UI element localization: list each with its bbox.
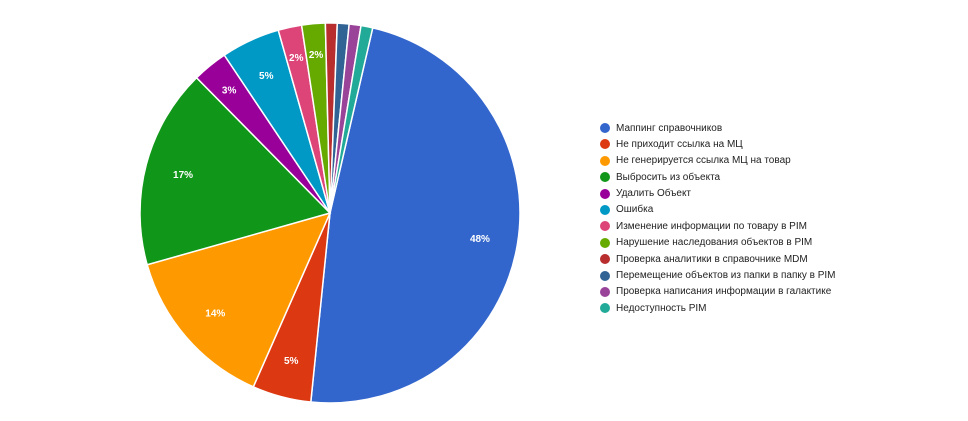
pie-slice-4[interactable] — [139, 76, 332, 266]
legend-item-12[interactable]: Недоступность PIM — [600, 300, 836, 316]
slice-percent-label-6: 5% — [259, 71, 274, 82]
slice-percent-label-1: 48% — [470, 234, 490, 245]
legend-item-9[interactable]: Проверка аналитики в справочнике MDM — [600, 251, 836, 267]
legend-swatch-icon — [600, 237, 610, 248]
legend-label: Удалить Объект — [616, 188, 692, 200]
legend-swatch-icon — [600, 254, 610, 265]
slice-percent-label-4: 17% — [173, 170, 193, 181]
legend-label: Выбросить из объекта — [616, 171, 721, 183]
legend-item-1[interactable]: Маппинг справочников — [600, 120, 836, 136]
legend-swatch-icon — [600, 303, 610, 314]
legend-label: Нарушение наследования объектов в PIM — [616, 237, 813, 249]
pie-slice-1[interactable] — [309, 26, 521, 404]
legend-item-5[interactable]: Удалить Объект — [600, 186, 836, 202]
legend-label: Проверка написания информации в галактик… — [616, 286, 832, 298]
slice-percent-label-3: 14% — [205, 309, 225, 320]
legend-label: Проверка аналитики в справочнике MDM — [616, 253, 808, 265]
pie-slices — [139, 22, 521, 404]
legend-swatch-icon — [600, 123, 610, 133]
legend-swatch-icon — [600, 270, 610, 281]
legend-label: Перемещение объектов из папки в папку в … — [616, 270, 836, 282]
pie-slice-12[interactable] — [329, 24, 374, 214]
legend-item-10[interactable]: Перемещение объектов из папки в папку в … — [600, 268, 836, 284]
legend-item-6[interactable]: Ошибка — [600, 202, 836, 218]
legend-label: Не приходит ссылка на МЦ — [616, 138, 743, 150]
slice-percent-label-5: 3% — [222, 85, 237, 96]
legend-label: Ошибка — [616, 204, 654, 216]
legend-item-2[interactable]: Не приходит ссылка на МЦ — [600, 136, 836, 152]
slice-percent-label-7: 2% — [289, 53, 304, 64]
legend-swatch-icon — [600, 172, 610, 183]
pie-percent-labels: 48% 5% 14% 17% 3% 5% 2% 2% — [173, 50, 490, 367]
pie-slice-3[interactable] — [146, 211, 332, 388]
legend-swatch-icon — [600, 204, 610, 215]
legend-label: Не генерируется ссылка МЦ на товар — [616, 155, 791, 167]
legend-item-11[interactable]: Проверка написания информации в галактик… — [600, 284, 836, 300]
legend-label: Изменение информации по товару в PIM — [616, 220, 807, 232]
legend-swatch-icon — [600, 155, 610, 166]
legend-label: Недоступность PIM — [616, 302, 707, 314]
legend-item-8[interactable]: Нарушение наследования объектов в PIM — [600, 235, 836, 251]
slice-percent-label-2: 5% — [284, 356, 299, 367]
legend-swatch-icon — [600, 221, 610, 232]
legend-item-3[interactable]: Не генерируется ссылка МЦ на товар — [600, 153, 836, 169]
legend-swatch-icon — [600, 188, 610, 199]
slice-percent-label-8: 2% — [309, 50, 324, 61]
chart-legend: Маппинг справочников Не приходит ссылка н… — [600, 120, 836, 317]
legend-item-7[interactable]: Изменение информации по товару в PIM — [600, 218, 836, 234]
legend-swatch-icon — [600, 286, 610, 297]
legend-label: Маппинг справочников — [616, 122, 723, 134]
legend-item-4[interactable]: Выбросить из объекта — [600, 169, 836, 185]
legend-swatch-icon — [600, 139, 610, 150]
